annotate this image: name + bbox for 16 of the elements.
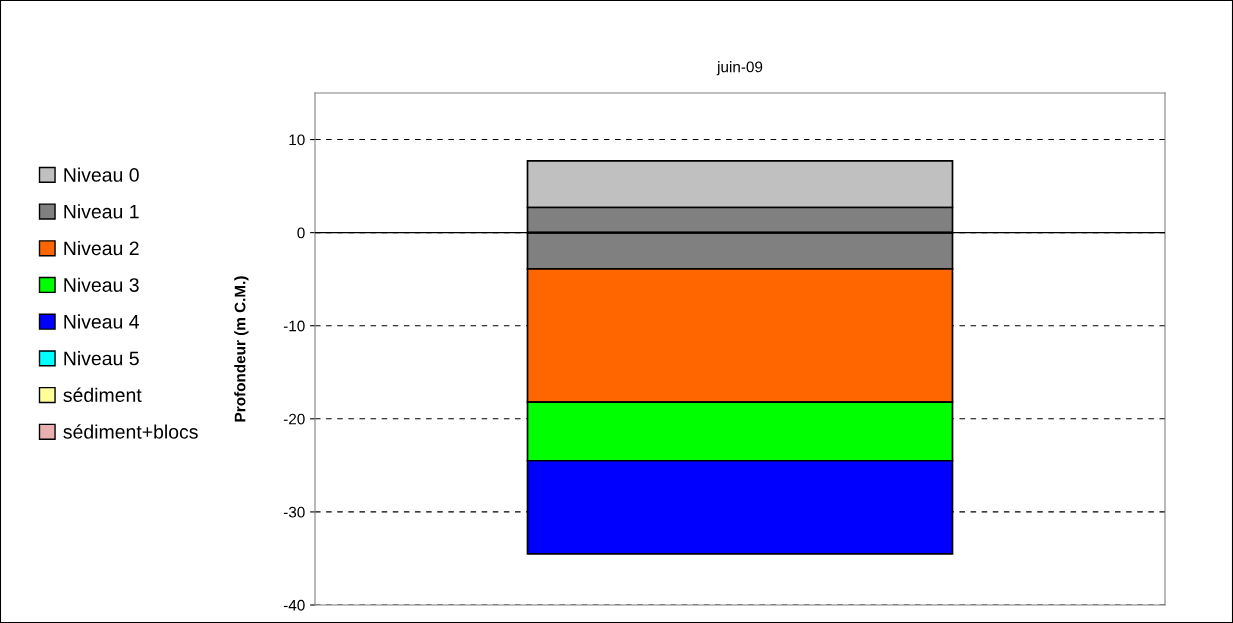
legend-label: sédiment+blocs xyxy=(63,424,198,439)
chart-title: juin-09 xyxy=(716,61,763,76)
legend-label: Niveau 0 xyxy=(64,167,139,182)
legend-label: sédiment xyxy=(63,387,142,403)
y-tick-label: -30 xyxy=(283,506,305,518)
y-tick-label: 10 xyxy=(289,134,305,146)
legend-label: Niveau 2 xyxy=(64,240,139,256)
legend-label: Niveau 3 xyxy=(64,277,139,292)
y-axis-title: Profondeur (m C.M.) xyxy=(234,276,249,422)
y-tick-label: 0 xyxy=(297,227,305,239)
legend-label: Niveau 1 xyxy=(64,204,139,219)
y-tick-label: -20 xyxy=(283,413,305,425)
y-tick-label: -10 xyxy=(283,320,305,332)
legend-label: Niveau 4 xyxy=(64,314,140,329)
legend-label: Niveau 5 xyxy=(64,351,139,366)
y-tick-label: -40 xyxy=(283,599,305,611)
